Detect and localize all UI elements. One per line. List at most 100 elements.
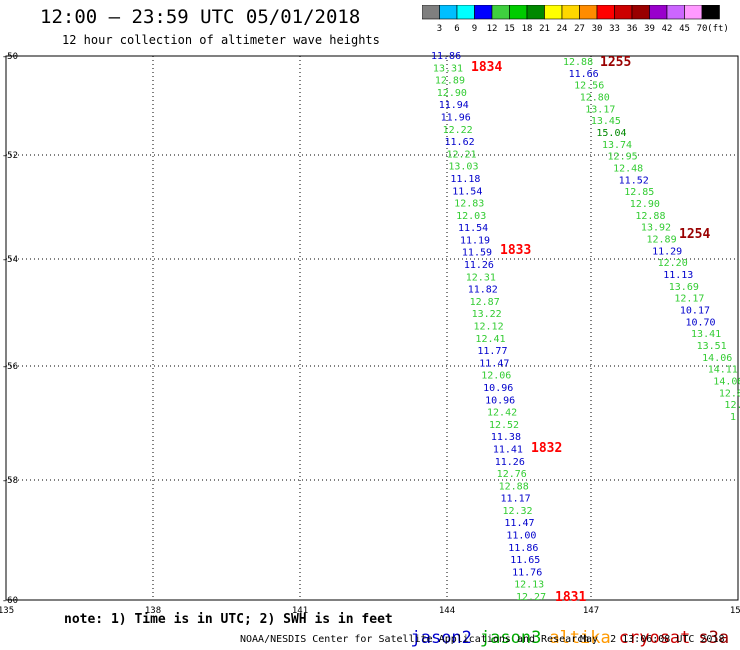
colorbar-tick-label: 42	[662, 24, 673, 33]
legend-jason3: jason3	[479, 628, 542, 648]
swh-value: 12.88	[563, 57, 593, 68]
swh-value: 11.65	[510, 555, 540, 566]
swh-value: 12.8	[719, 388, 740, 399]
swh-value: 11.26	[464, 260, 494, 271]
map-subtitle: 12 hour collection of altimeter wave hei…	[62, 33, 380, 47]
colorbar-tick-label: 36	[627, 24, 638, 33]
swh-value: 11.47	[504, 518, 534, 529]
swh-value: 12.20	[658, 258, 688, 269]
swh-value: 12.85	[624, 187, 654, 198]
swh-value: 11.77	[477, 346, 507, 357]
swh-value: 11.86	[508, 543, 538, 554]
swh-value: 12.	[724, 400, 740, 411]
lon-tick-label: 144	[439, 606, 455, 616]
swh-value: 12.52	[489, 420, 519, 431]
colorbar-tick-label: 33	[609, 24, 620, 33]
swh-value: 1	[730, 412, 736, 423]
swh-value: 13.03	[448, 162, 478, 173]
colorbar-tick-label: 12	[487, 24, 498, 33]
swh-value: 12.03	[456, 211, 486, 222]
colorbar-tick-label: 30	[592, 24, 603, 33]
swh-value: 13.74	[602, 140, 632, 151]
swh-value: 11.41	[493, 444, 523, 455]
timestamp: May 2 13:06:08 UTC 2018	[580, 634, 725, 645]
swh-value: 11.29	[652, 246, 682, 257]
swh-value: 12.88	[499, 481, 529, 492]
swh-value: 11.82	[468, 285, 498, 296]
swh-value: 11.59	[462, 248, 492, 259]
lon-tick-label: 147	[583, 606, 599, 616]
swh-value: 10.96	[483, 383, 513, 394]
pass-time-label: 1832	[531, 441, 562, 456]
swh-value: 11.19	[460, 235, 490, 246]
swh-value: 13.31	[433, 63, 463, 74]
swh-value: 11.94	[439, 100, 469, 111]
swh-value: 12.12	[474, 322, 504, 333]
lat-tick-label: -50	[2, 52, 18, 62]
lat-tick-label: -52	[2, 151, 18, 161]
swh-value: 12.88	[635, 211, 665, 222]
swh-value: 11.17	[501, 494, 531, 505]
colorbar-tick-label: 21	[539, 24, 550, 33]
colorbar-tick-label: 9	[472, 24, 477, 33]
swh-value: 12.89	[435, 76, 465, 87]
colorbar-tick-label: 15	[504, 24, 515, 33]
colorbar-tick-label: 39	[644, 24, 655, 33]
colorbar: 3 6 9 12 15 18 21 24 27 30 33 36 39 42 45 70 (ft)	[422, 5, 728, 33]
colorbar-tick-label: 27	[574, 24, 585, 33]
swh-value: 14.11	[708, 365, 738, 376]
swh-value: 12.22	[443, 125, 473, 136]
swh-value: 12.48	[613, 164, 643, 175]
swh-value: 15.04	[596, 128, 626, 139]
swh-value: 11.00	[506, 531, 536, 542]
colorbar-tick-label: 18	[522, 24, 533, 33]
swh-value: 13.22	[472, 309, 502, 320]
swh-value: 13.17	[585, 104, 615, 115]
satellite-legend: jason2 jason3 altika cryosat s3a	[390, 608, 737, 648]
colorbar-tick-label: 6	[454, 24, 459, 33]
swh-value: 12.80	[580, 93, 610, 104]
colorbar-tick-label: 3	[437, 24, 442, 33]
legend-altika: altika	[549, 628, 611, 648]
swh-value: 13.51	[697, 341, 727, 352]
lon-tick-label: 135	[0, 606, 14, 616]
lat-tick-label: -56	[2, 362, 18, 372]
colorbar-tick-label: 70	[697, 24, 708, 33]
swh-value: 11.18	[450, 174, 480, 185]
swh-value: 12.83	[454, 199, 484, 210]
swh-value: 12.32	[502, 506, 532, 517]
swh-value: 11.47	[479, 358, 509, 369]
swh-value: 12.21	[446, 149, 476, 160]
swh-value: 11.38	[491, 432, 521, 443]
legend-s3a: s3a	[698, 628, 730, 648]
swh-value: 14.06	[713, 377, 740, 388]
swh-value: 11.76	[512, 567, 542, 578]
pass-time-label: 1834	[471, 60, 502, 75]
swh-value: 11.26	[495, 457, 525, 468]
swh-value: 11.86	[431, 51, 461, 62]
swh-value: 12.42	[487, 408, 517, 419]
swh-value: 12.56	[574, 81, 604, 92]
lat-tick-label: -58	[2, 476, 18, 486]
colorbar-tick-label: 45	[679, 24, 690, 33]
lon-tick-label: 138	[145, 606, 161, 616]
swh-value: 12.13	[514, 580, 544, 591]
lon-tick-label: 141	[292, 606, 308, 616]
swh-value: 11.54	[452, 186, 482, 197]
swh-value: 12.89	[647, 235, 677, 246]
swh-value: 11.96	[441, 112, 471, 123]
legend-cryosat: cryosat	[618, 628, 691, 648]
swh-value: 11.62	[445, 137, 475, 148]
swh-value: 11.13	[663, 270, 693, 281]
lat-tick-label: -60	[2, 596, 18, 606]
pass-time-label: 1254	[679, 227, 710, 242]
swh-value: 13.92	[641, 223, 671, 234]
swh-value: 10.17	[680, 306, 710, 317]
swh-value: 12.76	[497, 469, 527, 480]
swh-value: 12.90	[437, 88, 467, 99]
map-frame	[5, 55, 739, 601]
pass-time-label: 1255	[600, 55, 631, 70]
map-title: 12:00 – 23:59 UTC 05/01/2018	[40, 6, 361, 28]
swh-value: 12.87	[470, 297, 500, 308]
